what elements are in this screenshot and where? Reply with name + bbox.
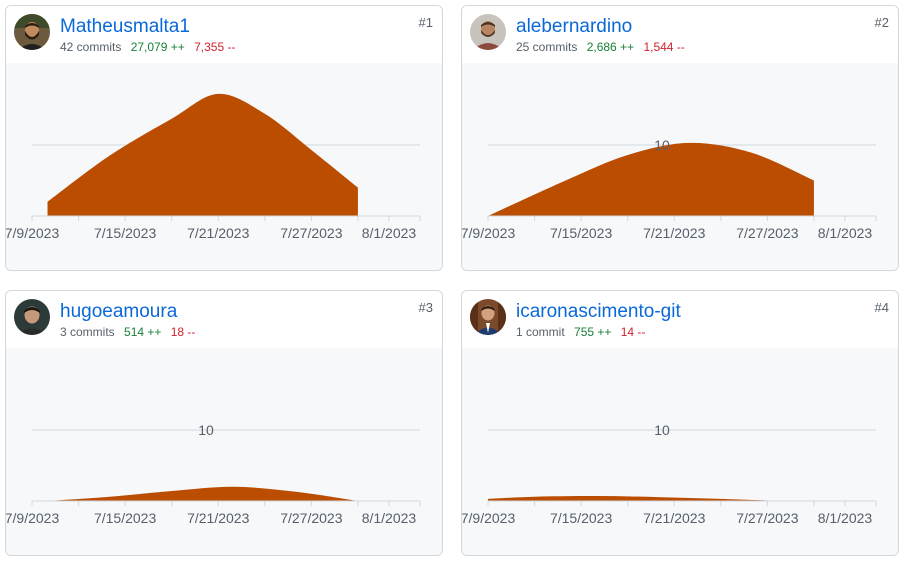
x-tick-label: 7/21/2023 (643, 225, 705, 241)
deletions-count: 1,544 -- (643, 40, 685, 54)
x-tick-label: 7/9/2023 (6, 225, 59, 241)
deletions-count: 7,355 -- (194, 40, 236, 54)
avatar-man-icon (14, 299, 50, 335)
contributor-header: hugoeamoura 3 commits 514 ++ 18 -- #3 (6, 291, 442, 349)
gridline-label: 10 (654, 422, 670, 438)
additions-count: 514 ++ (124, 325, 162, 339)
contributor-card: icaronascimento-git 1 commit 755 ++ 14 -… (461, 290, 899, 556)
contribution-area (47, 486, 358, 501)
contributor-header: Matheusmalta1 42 commits 27,079 ++ 7,355… (6, 6, 442, 64)
username-link[interactable]: hugoeamoura (60, 301, 178, 322)
x-tick-label: 8/1/2023 (362, 510, 417, 526)
avatar[interactable] (14, 14, 50, 50)
chart-svg: 7/9/2023 7/15/2023 7/21/2023 7/27/2023 8/1/2… (6, 93, 421, 241)
contribution-stats: 42 commits 27,079 ++ 7,355 -- (60, 40, 235, 54)
x-tick-label: 7/21/2023 (643, 510, 705, 526)
deletions-count: 14 -- (620, 325, 646, 339)
contribution-area (47, 93, 358, 216)
contributor-header: icaronascimento-git 1 commit 755 ++ 14 -… (462, 291, 898, 349)
username-link[interactable]: alebernardino (516, 16, 633, 37)
avatar-bearded-man-icon (14, 14, 50, 50)
additions-count: 27,079 ++ (130, 40, 185, 54)
chart-svg: 10 7/9/2023 7/15/2023 7/21/2023 7/27/2023 8/1… (462, 137, 877, 241)
contributor-header: alebernardino 25 commits 2,686 ++ 1,544 … (462, 6, 898, 64)
rank-badge: #2 (874, 15, 889, 30)
contribution-chart: 7/9/2023 7/15/2023 7/21/2023 7/27/2023 8/1/2… (6, 63, 442, 270)
x-tick-label: 7/21/2023 (187, 225, 249, 241)
contributor-card: alebernardino 25 commits 2,686 ++ 1,544 … (461, 5, 899, 271)
avatar[interactable] (470, 14, 506, 50)
x-tick-label: 8/1/2023 (362, 225, 417, 241)
contributor-card: Matheusmalta1 42 commits 27,079 ++ 7,355… (5, 5, 443, 271)
contribution-area (488, 496, 783, 501)
x-tick-label: 7/27/2023 (736, 510, 798, 526)
contribution-chart: 10 7/9/2023 7/15/2023 7/21/2023 7/27/2023 8/1… (6, 348, 442, 555)
x-tick-label: 7/15/2023 (550, 225, 612, 241)
x-tick-label: 7/27/2023 (736, 225, 798, 241)
x-tick-label: 8/1/2023 (818, 510, 873, 526)
contribution-chart: 10 7/9/2023 7/15/2023 7/21/2023 7/27/2023 8/1… (462, 348, 898, 555)
deletions-count: 18 -- (170, 325, 196, 339)
chart-svg: 10 7/9/2023 7/15/2023 7/21/2023 7/27/2023 8/1… (462, 422, 877, 526)
x-tick-label: 7/21/2023 (187, 510, 249, 526)
avatar[interactable] (14, 299, 50, 335)
commits-link[interactable]: 42 commits (60, 40, 122, 54)
username-link[interactable]: Matheusmalta1 (60, 16, 190, 37)
avatar[interactable] (470, 299, 506, 335)
x-tick-label: 7/15/2023 (94, 510, 156, 526)
x-tick-label: 8/1/2023 (818, 225, 873, 241)
x-tick-label: 7/9/2023 (462, 225, 515, 241)
x-tick-label: 7/15/2023 (94, 225, 156, 241)
contribution-stats: 1 commit 755 ++ 14 -- (516, 325, 645, 339)
rank-badge: #3 (418, 300, 433, 315)
gridline-label: 10 (198, 422, 214, 438)
additions-count: 2,686 ++ (586, 40, 635, 54)
contribution-area (488, 142, 814, 216)
rank-badge: #4 (874, 300, 889, 315)
avatar-man-icon (470, 14, 506, 50)
x-tick-label: 7/9/2023 (462, 510, 515, 526)
x-tick-label: 7/27/2023 (280, 225, 342, 241)
x-tick-label: 7/9/2023 (6, 510, 59, 526)
contribution-stats: 3 commits 514 ++ 18 -- (60, 325, 195, 339)
contributor-card: hugoeamoura 3 commits 514 ++ 18 -- #3 10… (5, 290, 443, 556)
contribution-stats: 25 commits 2,686 ++ 1,544 -- (516, 40, 685, 54)
contribution-chart: 10 7/9/2023 7/15/2023 7/21/2023 7/27/2023 8/1… (462, 63, 898, 270)
commits-link[interactable]: 1 commit (516, 325, 565, 339)
rank-badge: #1 (418, 15, 433, 30)
x-tick-label: 7/15/2023 (550, 510, 612, 526)
commits-link[interactable]: 3 commits (60, 325, 115, 339)
chart-svg: 10 7/9/2023 7/15/2023 7/21/2023 7/27/2023 8/1… (6, 422, 421, 526)
gridline-label: 10 (654, 137, 670, 153)
username-link[interactable]: icaronascimento-git (516, 301, 681, 322)
commits-link[interactable]: 25 commits (516, 40, 578, 54)
x-tick-label: 7/27/2023 (280, 510, 342, 526)
additions-count: 755 ++ (574, 325, 612, 339)
avatar-man-suit-icon (470, 299, 506, 335)
